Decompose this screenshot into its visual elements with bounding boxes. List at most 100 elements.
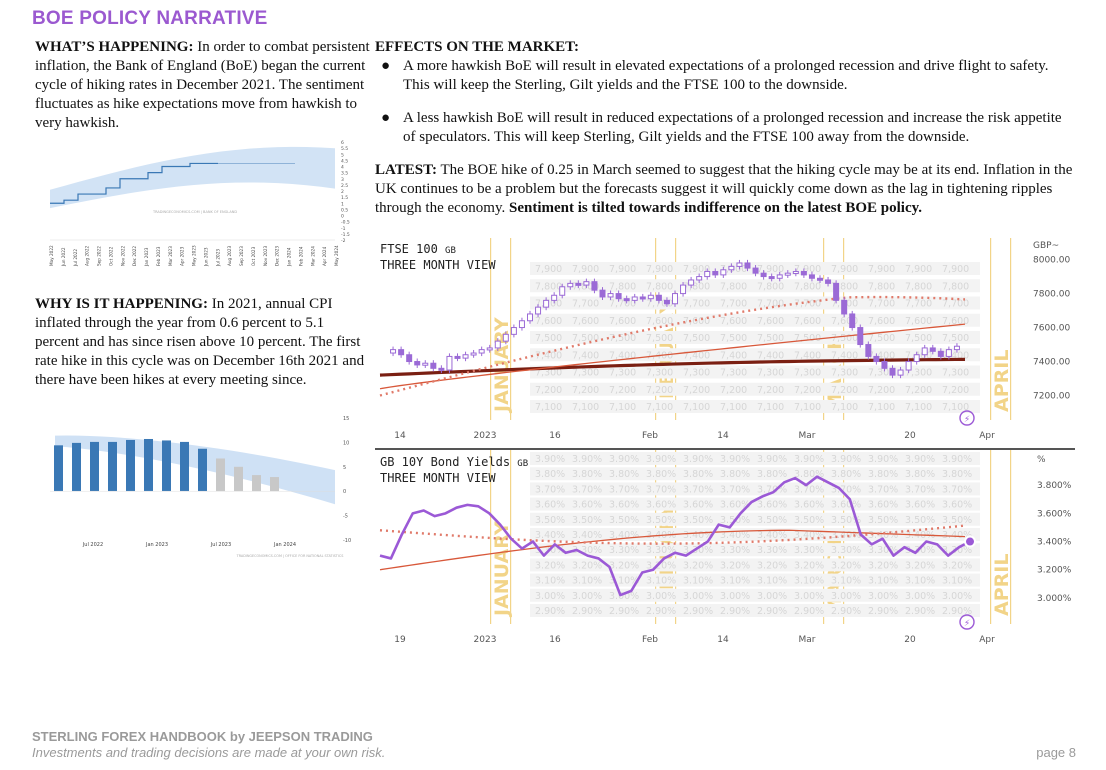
ftse-candle-body (535, 306, 542, 315)
ftse-subtitle: THREE MONTH VIEW (380, 258, 496, 272)
gilt-ghost-level: 2.90% (572, 606, 602, 617)
gilt-month-label: JANUARY (491, 521, 513, 618)
gilt-ghost-level: 3.30% (609, 545, 639, 556)
cpi-y-tick-label: 10 (343, 440, 349, 446)
gilt-ghost-level: 3.20% (646, 560, 676, 571)
bullet-icon: ● (381, 58, 391, 74)
rate-x-tick-label: Aug 2022 (85, 245, 90, 266)
gilt-ghost-level: 3.30% (831, 545, 861, 556)
ftse-ghost-level: 7,300 (683, 368, 710, 379)
ftse-candle-body (414, 361, 421, 366)
ftse-candle-body (639, 296, 646, 300)
ftse-ghost-level: 7,500 (831, 333, 858, 344)
ftse-ghost-level: 7,900 (572, 264, 599, 275)
ftse-candle-body (768, 276, 775, 280)
gilt-ghost-level: 3.90% (757, 454, 787, 465)
rate-watermark: TRADINGECONOMICS.COM | BANK OF ENGLAND (152, 210, 237, 214)
gilt-unit-label: % (1037, 455, 1046, 465)
rate-y-tick-label: 0 (341, 214, 344, 220)
ftse-ghost-level: 7,100 (942, 402, 969, 413)
ftse-candle-body (494, 340, 501, 349)
whats-happening-body: In order to combat persistent inflation,… (35, 39, 370, 131)
ftse-candle-body (583, 281, 590, 286)
gilt-ghost-level: 3.80% (646, 469, 676, 480)
gilt-ghost-level: 3.70% (905, 484, 935, 495)
rate-x-tick-label: Feb 2023 (156, 246, 161, 266)
gilt-ghost-level: 3.70% (942, 484, 972, 495)
rate-x-tick-label: Mar 2024 (310, 246, 315, 266)
ftse-candle-body (551, 294, 558, 301)
ftse-ghost-level: 7,900 (868, 264, 895, 275)
cpi-bar (198, 448, 207, 492)
gilt-ghost-level: 3.20% (572, 560, 602, 571)
ftse-candle-body (672, 293, 678, 305)
ftse-candle-body (921, 347, 928, 356)
gilt-ghost-level: 3.40% (572, 530, 602, 541)
ftse-month-divider (990, 238, 992, 420)
ftse-ghost-level: 7,900 (609, 264, 636, 275)
ftse-ghost-level: 7,300 (905, 368, 932, 379)
ftse-candle-body (833, 282, 840, 301)
gilt-ghost-level: 3.50% (646, 515, 676, 526)
ftse-candle-body (615, 293, 622, 300)
ftse-ghost-level: 7,700 (720, 299, 747, 310)
gilt-ghost-level: 3.60% (868, 500, 898, 511)
rate-x-tick-label: Oct 2023 (251, 246, 256, 266)
cpi-x-tick-label: Jul 2023 (210, 542, 231, 548)
ftse-ghost-level: 7,300 (572, 368, 599, 379)
ftse-ghost-level: 7,200 (646, 385, 673, 396)
ftse-ghost-level: 7,800 (831, 281, 858, 292)
latest-section: LATEST: The BOE hike of 0.25 in March se… (375, 161, 1075, 218)
ftse-candle-body (390, 349, 397, 354)
page-number: page 8 (1036, 745, 1076, 760)
interest-rate-thumbnail-svg: 65.554.543.532.521.510.50-0.5-1-1.5-2 TRA… (49, 140, 350, 267)
gilt-ghost-level: 3.90% (831, 454, 861, 465)
gilt-flash-icon (959, 614, 975, 630)
gilt-ghost-level: 3.30% (757, 545, 787, 556)
ftse-ghost-level: 7,300 (757, 368, 784, 379)
gilt-ghost-level: 3.00% (609, 591, 639, 602)
gilt-ma-dotted (379, 524, 966, 545)
gilt-x-tick-label: 20 (904, 635, 916, 645)
rate-x-tick-label: Mar 2023 (168, 246, 173, 266)
ftse-ghost-level: 7,500 (794, 333, 821, 344)
ftse-ghost-row (530, 365, 980, 379)
gilt-ghost-level: 3.40% (720, 530, 750, 541)
gilt-ghost-level: 3.40% (683, 530, 713, 541)
gilt-ghost-level: 3.20% (683, 560, 713, 571)
ftse-ghost-level: 7,700 (794, 299, 821, 310)
gilt-ghost-level: 2.90% (942, 606, 972, 617)
gilt-ghost-level: 3.70% (609, 484, 639, 495)
ftse-month-label: JANUARY (491, 317, 513, 414)
ftse-ghost-level: 7,800 (942, 281, 969, 292)
gilt-ghost-level: 3.00% (942, 591, 972, 602)
gilt-ghost-level: 3.30% (720, 545, 750, 556)
ftse-candle-body (502, 333, 509, 342)
ftse-candle-body (736, 262, 743, 267)
gilt-ghost-level: 3.30% (868, 545, 898, 556)
rate-forecast-band (50, 146, 335, 209)
gilt-ghost-level: 3.00% (757, 591, 787, 602)
ftse-ma-long (379, 357, 966, 377)
ftse-candle-body (808, 274, 815, 279)
gilt-ghost-level: 3.10% (905, 576, 935, 587)
rate-y-tick-label: -1.5 (341, 232, 350, 238)
effects-section: EFFECTS ON THE MARKET: ● A more hawkish … (375, 38, 1075, 147)
ftse-ghost-level: 7,700 (905, 299, 932, 310)
ftse-ghost-level: 7,700 (609, 299, 636, 310)
rate-y-tick-label: 5 (341, 152, 344, 158)
rate-x-tick-label: Jun 2022 (61, 247, 66, 267)
why-body: In 2021, annual CPI inflated through the… (35, 296, 365, 388)
ftse-ghost-level: 7,900 (683, 264, 710, 275)
ftse-ghost-level: 7,300 (831, 368, 858, 379)
ftse-candle-body (929, 347, 936, 352)
latest-emphasis: Sentiment is tilted towards indifference… (509, 200, 923, 216)
rate-y-tick-label: 6 (341, 140, 344, 146)
rate-x-tick-label: Nov 2023 (263, 246, 268, 266)
ftse-flash-glyph: ⚡ (964, 415, 970, 425)
ftse-ghost-level: 7,600 (683, 316, 710, 327)
gilt-x-tick-label: Apr (979, 635, 995, 645)
ftse-candle-body (631, 296, 638, 301)
ftse-ghost-level: 7,600 (757, 316, 784, 327)
cpi-thumbnail-svg: 15 10 5 0 -5 -10 Jul 2022 Jan 2023 Jul 2023 Jan 2… (50, 416, 351, 558)
